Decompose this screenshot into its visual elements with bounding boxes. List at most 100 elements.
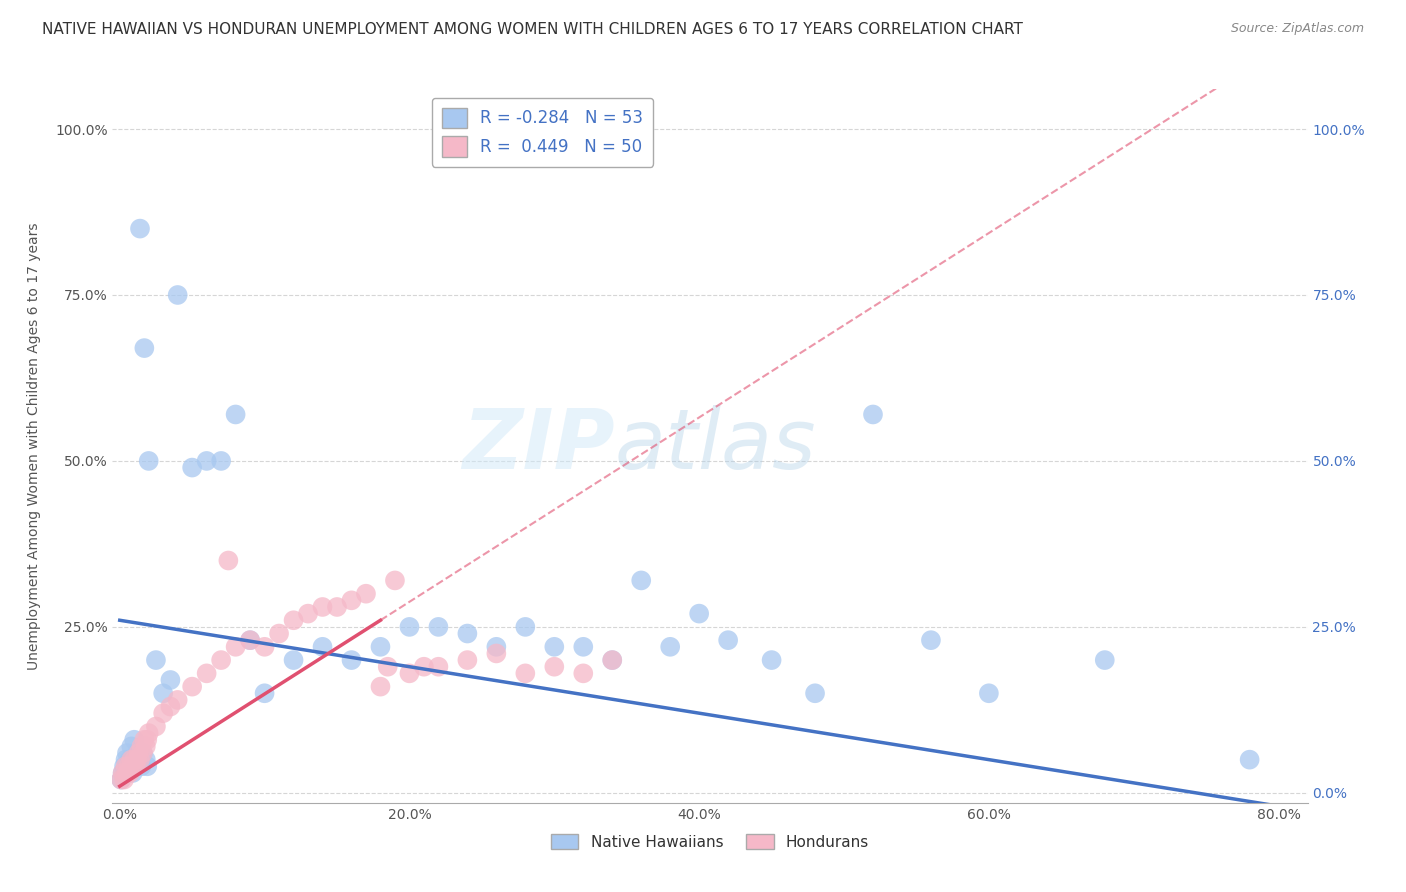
Y-axis label: Unemployment Among Women with Children Ages 6 to 17 years: Unemployment Among Women with Children A… xyxy=(27,222,41,670)
Hondurans xyxy=(159,699,181,714)
Hondurans xyxy=(122,753,145,767)
Hondurans xyxy=(209,653,232,667)
Native Hawaiians xyxy=(659,640,682,654)
Hondurans xyxy=(326,599,349,614)
Hondurans xyxy=(427,659,450,673)
Hondurans xyxy=(485,647,508,661)
Hondurans xyxy=(515,666,537,681)
Native Hawaiians xyxy=(920,633,942,648)
Native Hawaiians xyxy=(112,759,135,773)
Native Hawaiians xyxy=(862,408,884,422)
Native Hawaiians xyxy=(600,653,623,667)
Hondurans xyxy=(166,693,188,707)
Hondurans xyxy=(283,613,305,627)
Native Hawaiians xyxy=(159,673,181,687)
Native Hawaiians xyxy=(135,753,157,767)
Native Hawaiians xyxy=(688,607,710,621)
Native Hawaiians xyxy=(370,640,392,654)
Native Hawaiians xyxy=(134,341,156,355)
Hondurans xyxy=(384,574,406,588)
Legend: Native Hawaiians, Hondurans: Native Hawaiians, Hondurans xyxy=(544,828,876,855)
Hondurans xyxy=(114,759,136,773)
Native Hawaiians xyxy=(1094,653,1116,667)
Native Hawaiians xyxy=(195,454,218,468)
Hondurans xyxy=(377,659,399,673)
Native Hawaiians xyxy=(136,759,159,773)
Text: Source: ZipAtlas.com: Source: ZipAtlas.com xyxy=(1230,22,1364,36)
Hondurans xyxy=(340,593,363,607)
Native Hawaiians xyxy=(132,746,155,760)
Hondurans xyxy=(128,746,150,760)
Hondurans xyxy=(110,772,132,787)
Hondurans xyxy=(117,759,139,773)
Hondurans xyxy=(217,553,239,567)
Hondurans xyxy=(267,626,290,640)
Native Hawaiians xyxy=(485,640,508,654)
Hondurans xyxy=(138,726,160,740)
Native Hawaiians xyxy=(120,739,142,754)
Native Hawaiians xyxy=(129,221,152,235)
Hondurans xyxy=(572,666,595,681)
Native Hawaiians xyxy=(398,620,420,634)
Native Hawaiians xyxy=(110,772,132,787)
Native Hawaiians xyxy=(152,686,174,700)
Hondurans xyxy=(311,599,333,614)
Native Hawaiians xyxy=(122,732,145,747)
Native Hawaiians xyxy=(456,626,478,640)
Native Hawaiians xyxy=(115,746,138,760)
Native Hawaiians xyxy=(128,753,150,767)
Hondurans xyxy=(132,746,155,760)
Native Hawaiians xyxy=(717,633,740,648)
Hondurans xyxy=(297,607,319,621)
Native Hawaiians xyxy=(761,653,783,667)
Hondurans xyxy=(124,759,146,773)
Hondurans xyxy=(145,719,167,733)
Native Hawaiians xyxy=(804,686,827,700)
Hondurans xyxy=(354,587,377,601)
Hondurans xyxy=(118,766,141,780)
Native Hawaiians xyxy=(166,288,188,302)
Native Hawaiians xyxy=(283,653,305,667)
Hondurans xyxy=(543,659,565,673)
Hondurans xyxy=(181,680,204,694)
Native Hawaiians xyxy=(181,460,204,475)
Hondurans xyxy=(121,759,143,773)
Native Hawaiians xyxy=(253,686,276,700)
Text: ZIP: ZIP xyxy=(461,406,614,486)
Native Hawaiians xyxy=(138,454,160,468)
Text: NATIVE HAWAIIAN VS HONDURAN UNEMPLOYMENT AMONG WOMEN WITH CHILDREN AGES 6 TO 17 : NATIVE HAWAIIAN VS HONDURAN UNEMPLOYMENT… xyxy=(42,22,1024,37)
Hondurans xyxy=(225,640,247,654)
Hondurans xyxy=(129,753,152,767)
Hondurans xyxy=(600,653,623,667)
Native Hawaiians xyxy=(977,686,1000,700)
Native Hawaiians xyxy=(543,640,565,654)
Native Hawaiians xyxy=(145,653,167,667)
Native Hawaiians xyxy=(114,753,136,767)
Hondurans xyxy=(127,753,149,767)
Native Hawaiians xyxy=(127,746,149,760)
Native Hawaiians xyxy=(118,753,141,767)
Native Hawaiians xyxy=(117,759,139,773)
Hondurans xyxy=(370,680,392,694)
Hondurans xyxy=(115,766,138,780)
Native Hawaiians xyxy=(239,633,262,648)
Native Hawaiians xyxy=(121,766,143,780)
Hondurans xyxy=(112,772,135,787)
Native Hawaiians xyxy=(572,640,595,654)
Hondurans xyxy=(195,666,218,681)
Native Hawaiians xyxy=(630,574,652,588)
Hondurans xyxy=(253,640,276,654)
Hondurans xyxy=(120,753,142,767)
Hondurans xyxy=(152,706,174,721)
Native Hawaiians xyxy=(427,620,450,634)
Hondurans xyxy=(131,739,153,754)
Native Hawaiians xyxy=(131,759,153,773)
Hondurans xyxy=(398,666,420,681)
Native Hawaiians xyxy=(209,454,232,468)
Native Hawaiians xyxy=(515,620,537,634)
Native Hawaiians xyxy=(111,766,134,780)
Native Hawaiians xyxy=(1239,753,1261,767)
Native Hawaiians xyxy=(311,640,333,654)
Hondurans xyxy=(239,633,262,648)
Native Hawaiians xyxy=(225,408,247,422)
